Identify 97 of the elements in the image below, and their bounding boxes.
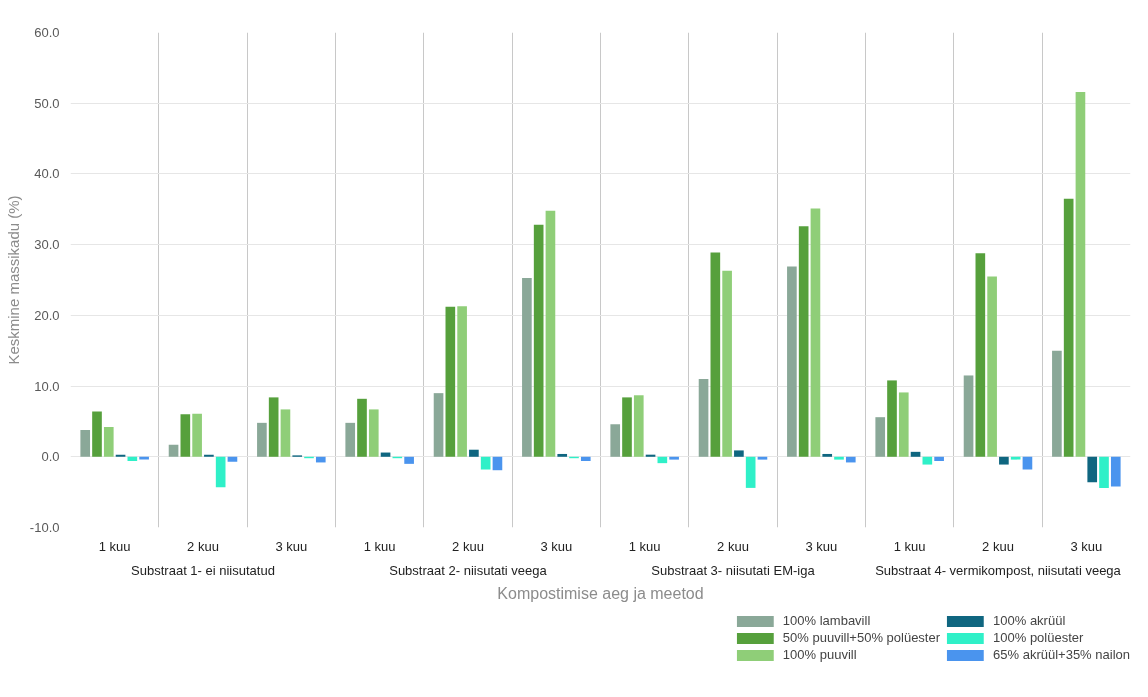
legend-label: 100% lambavill bbox=[782, 613, 871, 628]
bar bbox=[1075, 91, 1086, 457]
bar bbox=[722, 270, 732, 457]
text: Substraat 4- vermikompost, niisutati veega bbox=[875, 562, 1122, 578]
bar bbox=[887, 380, 897, 457]
bar bbox=[999, 456, 1009, 465]
bar bbox=[445, 306, 456, 457]
x-tick-label: 3 kuu bbox=[805, 538, 838, 554]
y-tick-label: 30.0 bbox=[34, 237, 60, 253]
bar bbox=[80, 429, 91, 457]
bar bbox=[480, 456, 491, 470]
bar bbox=[610, 424, 621, 457]
bar bbox=[963, 375, 974, 457]
bar bbox=[845, 456, 856, 463]
bar bbox=[633, 395, 644, 457]
bar bbox=[168, 444, 179, 457]
bar bbox=[734, 450, 744, 457]
bar bbox=[139, 456, 149, 460]
bar bbox=[798, 226, 809, 457]
bar bbox=[910, 451, 921, 457]
bar bbox=[433, 393, 444, 457]
text: Substraat 3- niisutati EM-iga bbox=[651, 562, 816, 578]
bar bbox=[192, 413, 202, 457]
bar bbox=[1010, 456, 1021, 460]
bar bbox=[834, 456, 844, 460]
bar bbox=[580, 456, 591, 462]
bar bbox=[1087, 456, 1098, 483]
x-tick-label: 3 kuu bbox=[1070, 538, 1103, 554]
text: Substraat 2- niisutati veega bbox=[389, 562, 548, 578]
x-tick-label: 3 kuu bbox=[275, 538, 308, 554]
bar bbox=[822, 453, 833, 457]
bar bbox=[492, 456, 503, 471]
bar bbox=[622, 397, 632, 457]
x-tick-label: 2 kuu bbox=[187, 538, 219, 554]
y-tick-label: 50.0 bbox=[34, 95, 60, 111]
bar bbox=[1022, 456, 1033, 470]
bar bbox=[268, 397, 279, 457]
bar bbox=[787, 266, 797, 457]
bar bbox=[645, 454, 656, 457]
bar bbox=[1110, 456, 1121, 487]
bar bbox=[215, 456, 226, 488]
bar bbox=[357, 398, 367, 457]
y-tick-label: 10.0 bbox=[34, 378, 60, 394]
bar bbox=[710, 252, 721, 457]
y-tick-label: 40.0 bbox=[34, 166, 60, 182]
x-tick-label: 1 kuu bbox=[363, 538, 396, 554]
x-tick-label: 1 kuu bbox=[893, 538, 926, 554]
legend-label: 50% puuvill+50% polüester bbox=[782, 630, 941, 645]
bar bbox=[404, 456, 414, 464]
x-tick-label: 3 kuu bbox=[540, 538, 573, 554]
bar bbox=[810, 208, 821, 457]
bar bbox=[457, 306, 467, 457]
bar bbox=[698, 379, 709, 457]
bar bbox=[345, 422, 356, 457]
bar bbox=[103, 427, 114, 457]
bar bbox=[557, 453, 568, 457]
x-tick-label: 2 kuu bbox=[717, 538, 749, 554]
y-axis-title: Keskmine massikadu (%) bbox=[4, 195, 22, 365]
bar bbox=[180, 414, 191, 457]
bar bbox=[92, 411, 102, 457]
bar bbox=[745, 456, 756, 488]
bar bbox=[545, 210, 556, 457]
bar bbox=[204, 454, 214, 457]
legend-label: 100% akrüül bbox=[993, 613, 1066, 628]
y-tick-label: -10.0 bbox=[29, 520, 60, 535]
bar bbox=[1063, 198, 1074, 457]
bar bbox=[115, 454, 126, 457]
bar bbox=[757, 456, 768, 460]
bar bbox=[257, 422, 267, 457]
x-tick-label: 1 kuu bbox=[628, 538, 661, 554]
bar bbox=[315, 456, 326, 463]
x-tick-label: 2 kuu bbox=[982, 538, 1014, 554]
bar bbox=[533, 224, 544, 457]
bar bbox=[280, 409, 291, 457]
y-tick-label: 20.0 bbox=[34, 307, 60, 323]
bar bbox=[368, 409, 379, 457]
bar bbox=[934, 456, 944, 462]
bar bbox=[922, 456, 933, 465]
bar bbox=[987, 276, 997, 457]
bar bbox=[669, 456, 679, 460]
bar bbox=[875, 417, 886, 457]
x-tick-label: 2 kuu bbox=[452, 538, 484, 554]
bar bbox=[1052, 350, 1062, 457]
text: Substraat 1- ei niisutatud bbox=[131, 562, 275, 578]
bar bbox=[898, 392, 909, 457]
bar bbox=[227, 456, 238, 462]
bar bbox=[1099, 456, 1109, 488]
x-axis-title: Kompostimise aeg ja meetod bbox=[497, 584, 704, 602]
bar bbox=[469, 449, 479, 457]
x-tick-label: 1 kuu bbox=[98, 538, 131, 554]
bar bbox=[522, 277, 532, 457]
legend-label: 100% polüester bbox=[993, 630, 1084, 645]
y-tick-label: 60.0 bbox=[34, 25, 60, 40]
bar bbox=[975, 253, 986, 457]
legend-label: 100% puuvill bbox=[782, 647, 857, 662]
legend-label: 65% akrüül+35% nailon bbox=[993, 647, 1130, 662]
y-tick-label: 0.0 bbox=[41, 449, 60, 465]
